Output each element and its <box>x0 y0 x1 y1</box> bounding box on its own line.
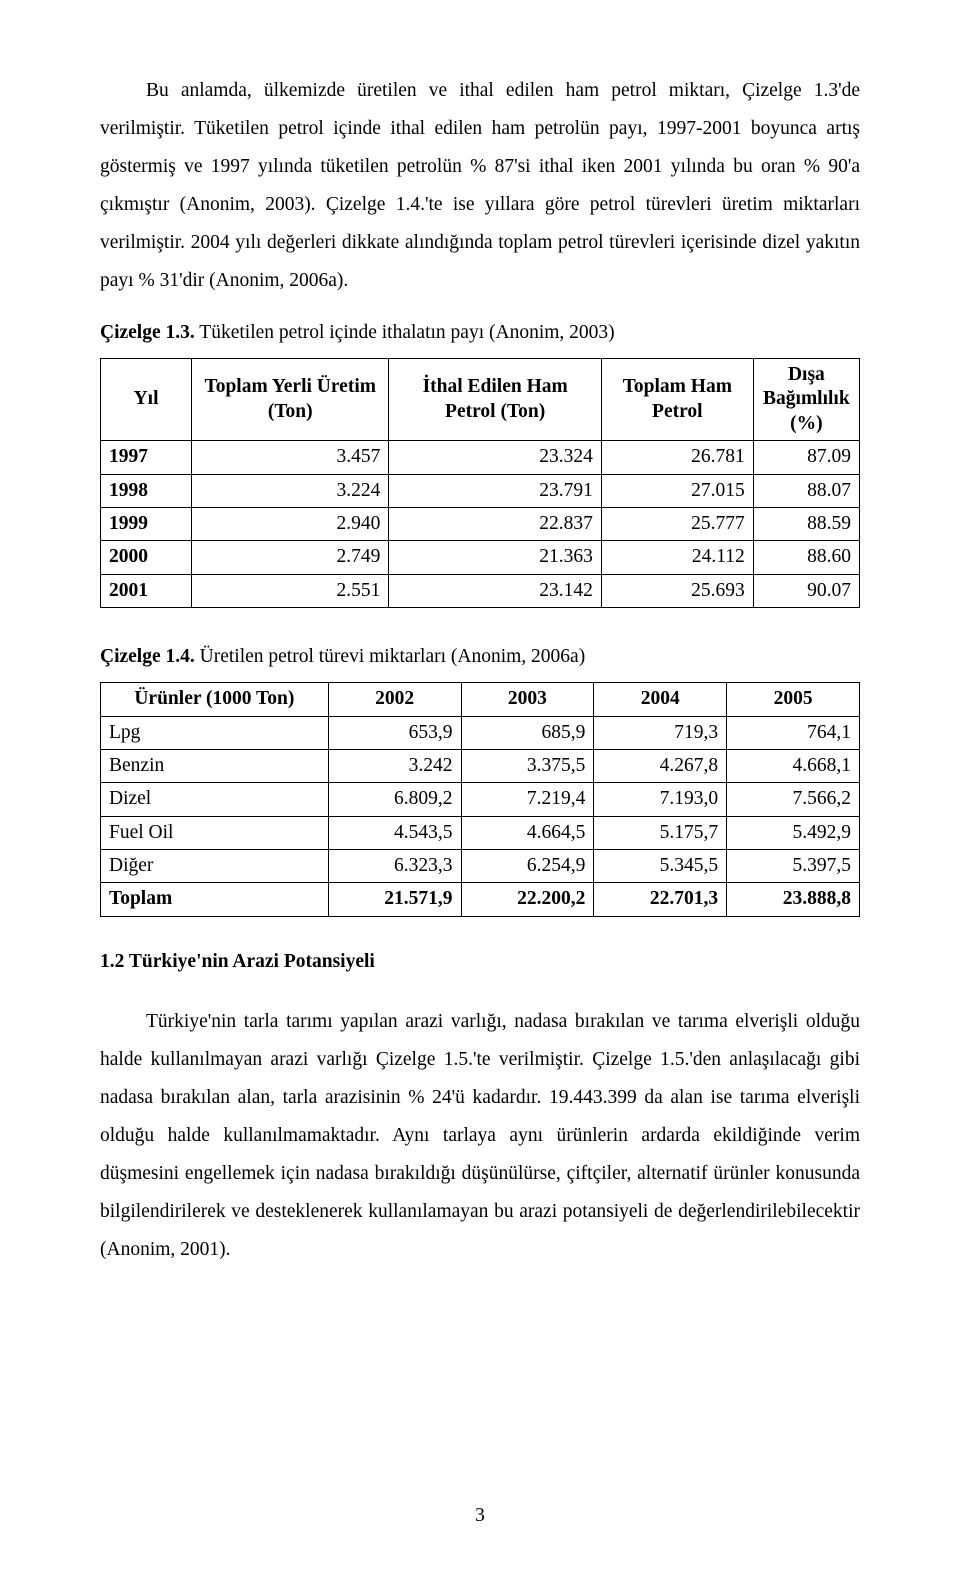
page-number: 3 <box>0 1497 960 1535</box>
table-row: 19973.45723.32426.78187.09 <box>101 441 860 474</box>
table-row: 19992.94022.83725.77788.59 <box>101 507 860 540</box>
table13-cell: 3.224 <box>192 474 389 507</box>
table14-cell: 5.397,5 <box>727 850 860 883</box>
table14-header: 2003 <box>461 683 594 716</box>
table13-cell: 2.551 <box>192 574 389 607</box>
table13-cell: 2.749 <box>192 541 389 574</box>
table-14: Ürünler (1000 Ton)2002200320042005 Lpg65… <box>100 682 860 917</box>
table-row: 20012.55123.14225.69390.07 <box>101 574 860 607</box>
table13-cell: 24.112 <box>601 541 753 574</box>
table13-cell: 88.07 <box>753 474 859 507</box>
table14-cell: 5.345,5 <box>594 850 727 883</box>
table13-cell: 87.09 <box>753 441 859 474</box>
table14-total-cell: 22.701,3 <box>594 883 727 916</box>
table14-total-cell: 23.888,8 <box>727 883 860 916</box>
table-row: Dizel6.809,27.219,47.193,07.566,2 <box>101 783 860 816</box>
table13-cell: 23.791 <box>389 474 602 507</box>
table14-total-cell: 22.200,2 <box>461 883 594 916</box>
table-row: Benzin3.2423.375,54.267,84.668,1 <box>101 749 860 782</box>
table13-cell: 1997 <box>101 441 192 474</box>
caption-table-13: Çizelge 1.3. Tüketilen petrol içinde ith… <box>100 314 860 352</box>
table-row: 19983.22423.79127.01588.07 <box>101 474 860 507</box>
table-row: Fuel Oil4.543,54.664,55.175,75.492,9 <box>101 816 860 849</box>
table14-cell: 4.664,5 <box>461 816 594 849</box>
table14-cell: 3.242 <box>328 749 461 782</box>
paragraph-2: Türkiye'nin tarla tarımı yapılan arazi v… <box>100 1003 860 1269</box>
table14-cell: 7.566,2 <box>727 783 860 816</box>
table13-cell: 27.015 <box>601 474 753 507</box>
table14-cell: 4.543,5 <box>328 816 461 849</box>
table13-cell: 3.457 <box>192 441 389 474</box>
table-row: 20002.74921.36324.11288.60 <box>101 541 860 574</box>
table13-cell: 22.837 <box>389 507 602 540</box>
table14-cell: Fuel Oil <box>101 816 329 849</box>
spacer <box>100 608 860 628</box>
table14-header: Ürünler (1000 Ton) <box>101 683 329 716</box>
caption-table-14: Çizelge 1.4. Üretilen petrol türevi mikt… <box>100 638 860 676</box>
table14-cell: 6.323,3 <box>328 850 461 883</box>
caption-bold: Çizelge 1.4. <box>100 646 195 667</box>
table13-header: Toplam Ham Petrol <box>601 359 753 441</box>
table-row: Diğer6.323,36.254,95.345,55.397,5 <box>101 850 860 883</box>
table14-header: 2005 <box>727 683 860 716</box>
table14-cell: 653,9 <box>328 716 461 749</box>
document-page: Bu anlamda, ülkemizde üretilen ve ithal … <box>0 0 960 1575</box>
table13-cell: 2.940 <box>192 507 389 540</box>
paragraph-1: Bu anlamda, ülkemizde üretilen ve ithal … <box>100 72 860 300</box>
table13-header: Dışa Bağımlılık (%) <box>753 359 859 441</box>
table13-cell: 2001 <box>101 574 192 607</box>
table13-cell: 1999 <box>101 507 192 540</box>
table13-cell: 25.777 <box>601 507 753 540</box>
table13-cell: 23.142 <box>389 574 602 607</box>
table14-cell: 7.193,0 <box>594 783 727 816</box>
caption-rest: Tüketilen petrol içinde ithalatın payı (… <box>195 322 615 343</box>
table14-header: 2004 <box>594 683 727 716</box>
table13-cell: 1998 <box>101 474 192 507</box>
table14-header: 2002 <box>328 683 461 716</box>
table14-cell: 5.175,7 <box>594 816 727 849</box>
table13-cell: 26.781 <box>601 441 753 474</box>
table13-cell: 23.324 <box>389 441 602 474</box>
table14-cell: Benzin <box>101 749 329 782</box>
table13-cell: 21.363 <box>389 541 602 574</box>
table13-header: İthal Edilen Ham Petrol (Ton) <box>389 359 602 441</box>
section-title: 1.2 Türkiye'nin Arazi Potansiyeli <box>100 943 860 981</box>
table14-cell: 764,1 <box>727 716 860 749</box>
table14-cell: 5.492,9 <box>727 816 860 849</box>
table14-total-cell: 21.571,9 <box>328 883 461 916</box>
table14-cell: 719,3 <box>594 716 727 749</box>
table14-cell: 685,9 <box>461 716 594 749</box>
table14-cell: 3.375,5 <box>461 749 594 782</box>
table13-cell: 88.59 <box>753 507 859 540</box>
table14-cell: Lpg <box>101 716 329 749</box>
table-13: YılToplam Yerli Üretim (Ton)İthal Edilen… <box>100 358 860 608</box>
table14-cell: Dizel <box>101 783 329 816</box>
table14-cell: 4.267,8 <box>594 749 727 782</box>
caption-bold: Çizelge 1.3. <box>100 322 195 343</box>
table-row: Lpg653,9685,9719,3764,1 <box>101 716 860 749</box>
table13-cell: 2000 <box>101 541 192 574</box>
table14-cell: 4.668,1 <box>727 749 860 782</box>
table13-cell: 90.07 <box>753 574 859 607</box>
table13-header: Toplam Yerli Üretim (Ton) <box>192 359 389 441</box>
table13-header: Yıl <box>101 359 192 441</box>
table14-total-cell: Toplam <box>101 883 329 916</box>
table14-cell: 7.219,4 <box>461 783 594 816</box>
table14-cell: Diğer <box>101 850 329 883</box>
table14-cell: 6.809,2 <box>328 783 461 816</box>
table14-total-row: Toplam21.571,922.200,222.701,323.888,8 <box>101 883 860 916</box>
table13-cell: 25.693 <box>601 574 753 607</box>
caption-rest: Üretilen petrol türevi miktarları (Anoni… <box>195 646 585 667</box>
table13-cell: 88.60 <box>753 541 859 574</box>
table14-cell: 6.254,9 <box>461 850 594 883</box>
